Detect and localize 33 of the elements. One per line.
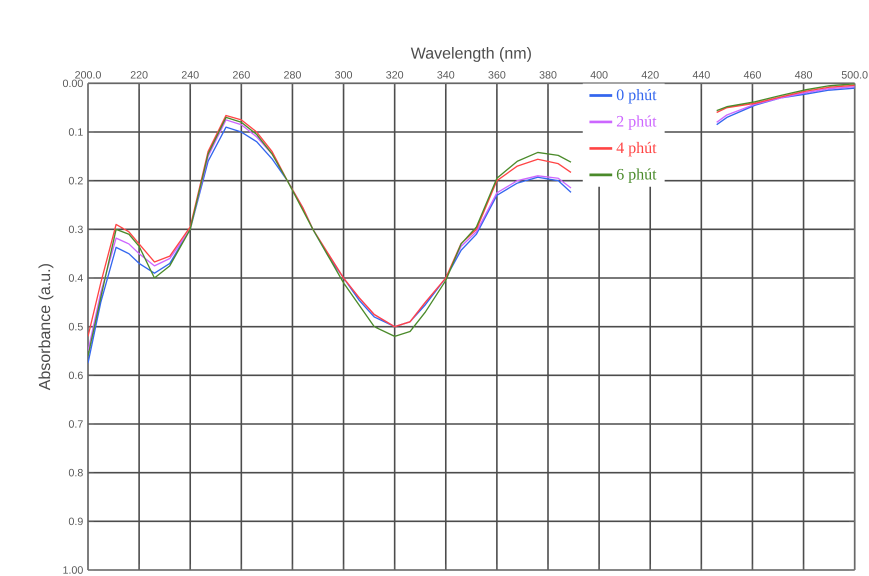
y-tick-label: 0.8 [68,468,83,476]
y-tick-label: 0.3 [68,226,83,234]
x-tick-label: 460 [744,71,761,79]
x-tick-label: 300 [335,71,352,79]
x-tick-label: 360 [488,71,506,79]
x-tick-label: 420 [642,71,659,79]
y-axis-title: Absorbance (a.u.) [38,264,54,390]
x-tick-label: 280 [284,71,301,79]
x-tick-label: 340 [437,71,454,79]
x-tick-label: 400 [590,71,608,79]
y-tick-label: 0.2 [68,176,83,184]
y-tick-label: 0.9 [68,518,83,526]
legend-label: 2 phút [616,115,657,130]
x-tick-label: 240 [182,71,199,79]
x-tick-label: 220 [130,71,148,79]
y-tick-label: 0.4 [68,274,83,282]
y-tick-label: 0.1 [68,128,83,136]
x-tick-label: 440 [692,71,710,79]
y-tick-label: 0.00 [62,80,83,88]
legend-label: 4 phút [616,142,657,156]
legend-label: 6 phút [616,168,657,183]
x-tick-label: 480 [794,71,812,79]
y-tick-label: 0.6 [68,372,83,380]
x-tick-label: 380 [540,71,556,79]
y-tick-label: 1.00 [63,566,83,574]
x-tick-label: 500.0 [842,71,868,79]
x-tick-label: 260 [232,71,250,79]
x-tick-label: 200.0 [75,71,101,79]
y-tick-label: 0.5 [68,322,83,330]
x-axis-title: Wavelength (nm) [410,47,531,62]
x-tick-label: 320 [386,71,404,79]
y-tick-label: 0.7 [68,420,83,428]
legend-label: 0 phút [616,88,657,104]
